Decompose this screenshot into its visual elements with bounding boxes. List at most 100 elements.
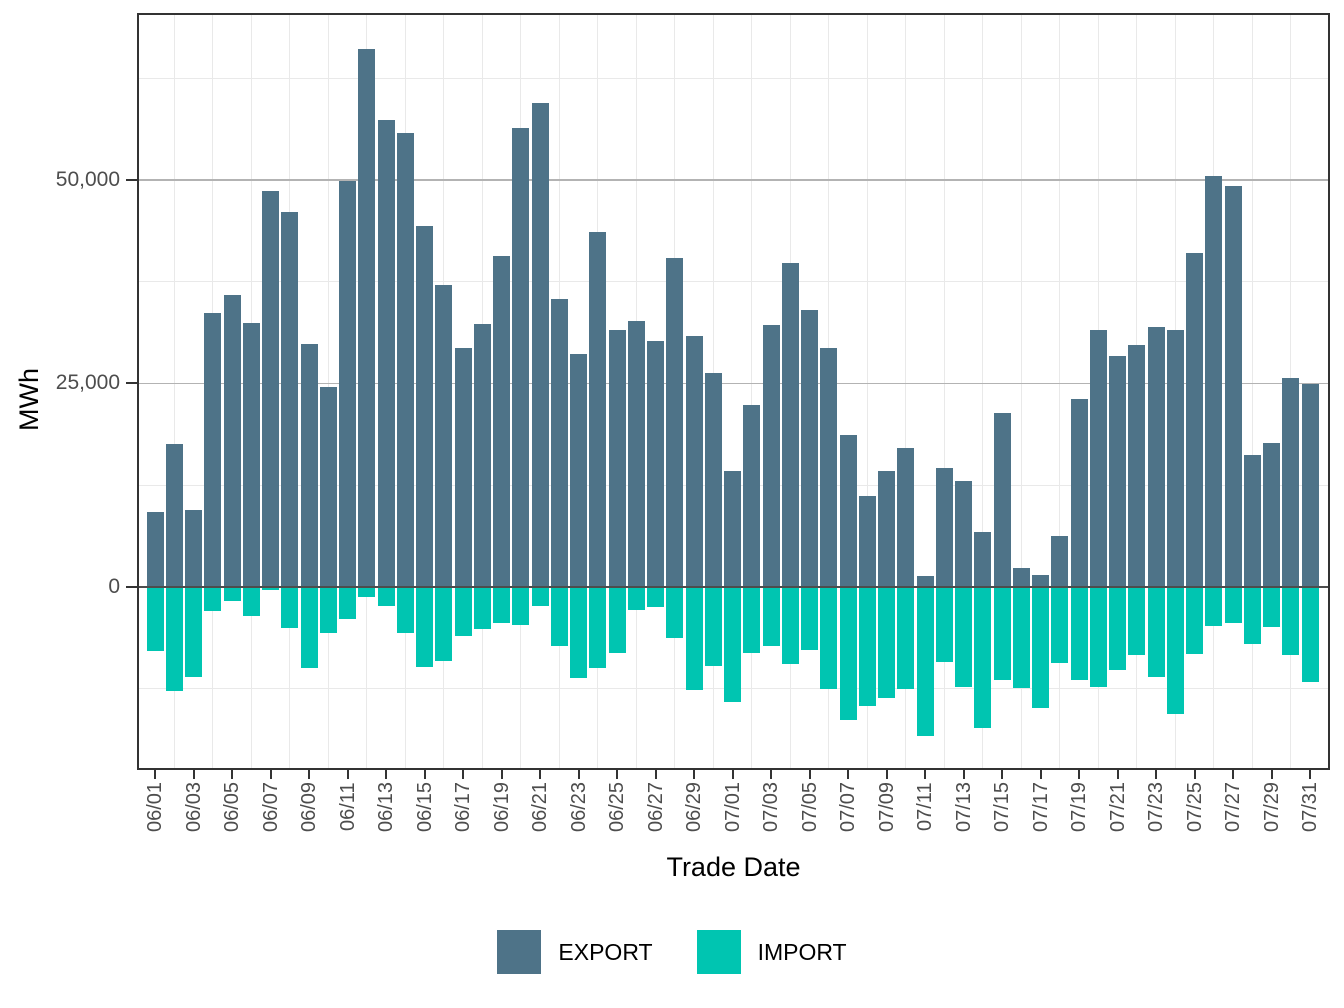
x-tick-mark — [654, 770, 657, 779]
x-tick-label: 06/27 — [644, 782, 667, 833]
bar-import-07/12 — [935, 586, 953, 662]
x-tick-mark — [308, 770, 310, 779]
bar-export-07/25 — [1186, 253, 1203, 587]
bar-import-07/15 — [993, 586, 1011, 680]
x-tick-label: 07/05 — [798, 782, 821, 833]
x-tick-mark — [462, 770, 464, 779]
bar-export-06/08 — [281, 212, 299, 587]
x-tick-mark — [693, 770, 695, 779]
bar-import-07/29 — [1263, 586, 1280, 627]
legend-item-export: EXPORT — [497, 930, 653, 974]
x-tick-label: 07/03 — [760, 782, 782, 833]
bar-export-06/12 — [358, 48, 376, 587]
x-tick-mark — [1039, 770, 1042, 779]
legend-label-import: IMPORT — [757, 938, 847, 965]
bar-import-06/26 — [627, 586, 645, 610]
bar-import-07/02 — [743, 586, 761, 653]
import-swatch-icon — [696, 930, 741, 974]
x-tick-mark — [269, 770, 272, 779]
zero-baseline — [137, 585, 1330, 588]
bar-export-06/21 — [531, 102, 549, 587]
bar-import-06/18 — [473, 586, 491, 630]
bar-import-07/22 — [1128, 586, 1146, 656]
x-tick-mark — [847, 770, 849, 779]
bar-import-06/12 — [358, 586, 376, 598]
x-tick-label: 07/11 — [914, 782, 936, 831]
x-tick-mark — [1270, 770, 1273, 779]
bar-export-06/18 — [473, 323, 491, 587]
bar-export-07/26 — [1205, 175, 1223, 587]
bar-export-07/17 — [1032, 574, 1049, 587]
bar-export-06/16 — [435, 284, 453, 587]
bar-export-07/04 — [781, 262, 799, 587]
legend-item-import: IMPORT — [696, 930, 847, 974]
bar-export-07/10 — [897, 448, 915, 587]
bar-export-07/31 — [1301, 384, 1319, 587]
bar-import-06/13 — [377, 586, 395, 607]
x-tick-mark — [192, 770, 195, 779]
x-tick-label: 06/21 — [529, 782, 551, 833]
bar-import-07/24 — [1166, 586, 1184, 714]
bar-import-07/21 — [1109, 586, 1126, 670]
x-tick-label: 06/23 — [567, 782, 590, 833]
x-tick-label: 07/17 — [1029, 782, 1052, 833]
x-tick-label: 06/15 — [413, 782, 436, 833]
y-tick-label: 25,000 — [55, 371, 120, 395]
bar-export-06/27 — [647, 341, 664, 587]
bar-export-07/06 — [820, 347, 838, 587]
bar-import-07/31 — [1301, 586, 1319, 683]
x-tick-label: 07/09 — [875, 782, 898, 833]
bar-export-06/01 — [146, 511, 164, 587]
bar-import-06/16 — [435, 586, 453, 661]
bar-import-07/09 — [878, 586, 895, 698]
y-tick-mark — [126, 382, 137, 385]
x-tick-mark — [423, 770, 426, 779]
bar-import-07/06 — [820, 586, 838, 689]
x-tick-label: 07/07 — [837, 782, 859, 833]
x-tick-mark — [1193, 770, 1196, 779]
bar-import-06/17 — [454, 586, 472, 637]
x-tick-mark — [1155, 770, 1157, 779]
x-tick-label: 06/29 — [683, 782, 705, 833]
x-tick-mark — [808, 770, 811, 779]
x-tick-label: 07/31 — [1299, 782, 1321, 833]
x-tick-label: 07/27 — [1222, 782, 1244, 833]
bar-export-07/03 — [762, 324, 780, 587]
horizontal-minor-gridline — [137, 77, 1330, 79]
x-tick-label: 07/21 — [1106, 782, 1129, 833]
x-tick-mark — [577, 770, 580, 779]
x-tick-label: 06/17 — [452, 782, 474, 833]
vertical-gridline — [1059, 13, 1061, 770]
bar-export-07/22 — [1128, 345, 1146, 587]
bar-import-06/11 — [339, 586, 356, 620]
bar-import-07/27 — [1224, 586, 1242, 623]
bar-import-06/14 — [396, 586, 414, 634]
bar-import-06/25 — [608, 586, 626, 653]
bar-export-07/28 — [1243, 454, 1261, 587]
bar-import-06/04 — [204, 586, 222, 612]
vertical-gridline — [943, 13, 945, 770]
horizontal-major-gridline — [137, 179, 1330, 181]
bar-import-06/19 — [493, 586, 510, 624]
bar-import-07/01 — [724, 586, 741, 702]
bar-export-06/30 — [704, 372, 722, 587]
bar-export-06/03 — [185, 510, 202, 587]
bar-import-07/03 — [762, 586, 780, 647]
bar-import-07/14 — [974, 586, 992, 729]
bar-import-07/28 — [1243, 586, 1261, 644]
bar-import-07/17 — [1032, 586, 1049, 709]
bar-import-06/02 — [165, 586, 183, 692]
bar-export-07/19 — [1070, 398, 1088, 587]
x-tick-label: 07/15 — [991, 782, 1013, 833]
bar-export-07/24 — [1166, 330, 1184, 587]
bar-import-07/30 — [1282, 586, 1300, 656]
bar-export-07/14 — [974, 532, 992, 587]
bar-import-06/09 — [300, 586, 318, 669]
x-tick-mark — [616, 770, 618, 779]
bar-export-06/10 — [319, 387, 337, 587]
bar-export-07/30 — [1282, 378, 1300, 587]
x-tick-mark — [1309, 770, 1311, 779]
bar-import-07/08 — [858, 586, 876, 707]
x-tick-label: 07/19 — [1068, 782, 1090, 833]
